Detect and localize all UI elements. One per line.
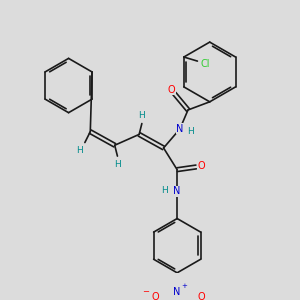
Text: N: N [173, 287, 181, 297]
Text: H: H [114, 160, 121, 169]
Text: O: O [168, 85, 176, 94]
Text: O: O [152, 292, 159, 300]
Text: −: − [142, 287, 149, 296]
Text: O: O [198, 160, 206, 171]
Text: O: O [198, 292, 206, 300]
Text: N: N [173, 186, 181, 197]
Text: Cl: Cl [201, 59, 210, 69]
Text: +: + [181, 284, 187, 290]
Text: H: H [139, 111, 145, 120]
Text: H: H [76, 146, 83, 155]
Text: N: N [176, 124, 184, 134]
Text: H: H [187, 127, 194, 136]
Text: H: H [162, 185, 168, 194]
